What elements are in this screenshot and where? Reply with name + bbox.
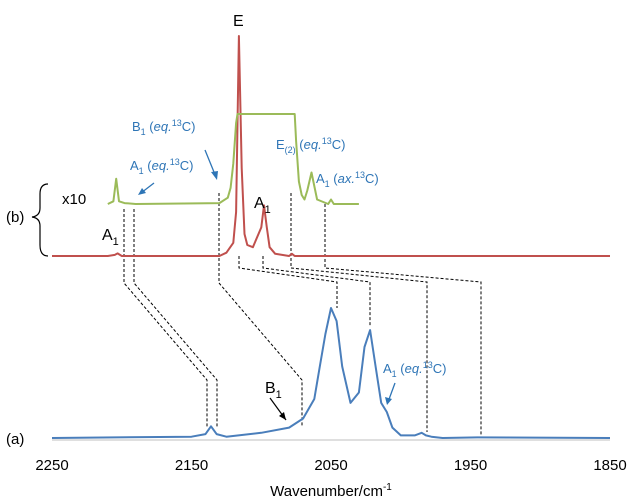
label-a1-red-sub: 1 bbox=[265, 204, 271, 216]
x-tick-label: 1850 bbox=[593, 457, 626, 474]
dash-line-1 bbox=[123, 209, 208, 427]
label-e2-eq: E(2) (eq.13C) bbox=[276, 136, 345, 155]
label-a1-left: A1 bbox=[102, 227, 119, 248]
spectrum-series bbox=[51, 35, 611, 439]
label-a1-ax: A1 (ax.13C) bbox=[316, 170, 379, 189]
arrow-a1-eq-bottom-head bbox=[385, 397, 392, 405]
isotope-annotations: B1 (eq.13C) A1 (eq.13C) E(2) (eq.13C) A1… bbox=[130, 118, 446, 379]
x-tick-label: 2050 bbox=[314, 457, 347, 474]
series-b-red bbox=[52, 35, 610, 257]
x-tick-label: 1950 bbox=[454, 457, 487, 474]
arrow-b1-eq-head bbox=[211, 171, 218, 180]
x-axis-label: Wavenumber/cm-1 bbox=[270, 482, 392, 499]
label-a: (a) bbox=[6, 431, 24, 448]
correlation-lines bbox=[123, 193, 482, 435]
dash-line-2 bbox=[133, 209, 218, 427]
x-axis-label-sup: -1 bbox=[383, 482, 392, 493]
arrow-a1-eq-head bbox=[138, 188, 146, 195]
label-a1-red: A1 bbox=[254, 195, 271, 216]
dash-line-6 bbox=[290, 193, 428, 432]
label-a1-left-sub: 1 bbox=[113, 236, 119, 248]
series-b-x10-green bbox=[107, 113, 359, 205]
dash-line-3 bbox=[218, 193, 303, 427]
label-b: (b) bbox=[6, 209, 24, 226]
label-x10: x10 bbox=[62, 191, 86, 208]
label-a1-eq: A1 (eq.13C) bbox=[130, 157, 193, 176]
label-b1-eq: B1 (eq.13C) bbox=[132, 118, 195, 137]
dash-line-7 bbox=[324, 204, 482, 435]
brace-b bbox=[31, 183, 49, 257]
x-tick-label: 2250 bbox=[35, 457, 68, 474]
x-axis-ticks: 2250 2150 2050 1950 1850 bbox=[35, 457, 626, 474]
label-b1-blue-sub: 1 bbox=[276, 389, 282, 401]
label-a1-eq-bottom: A1 (eq.13C) bbox=[383, 360, 446, 379]
isotope-arrows bbox=[138, 149, 396, 405]
x-tick-label: 2150 bbox=[175, 457, 208, 474]
label-b1-blue: B1 bbox=[265, 380, 282, 401]
dash-line-5 bbox=[262, 256, 371, 326]
arrow-b1-head bbox=[279, 412, 286, 420]
dash-line-4 bbox=[238, 256, 338, 308]
series-a-blue bbox=[51, 307, 611, 439]
label-e-top: E bbox=[233, 13, 244, 30]
